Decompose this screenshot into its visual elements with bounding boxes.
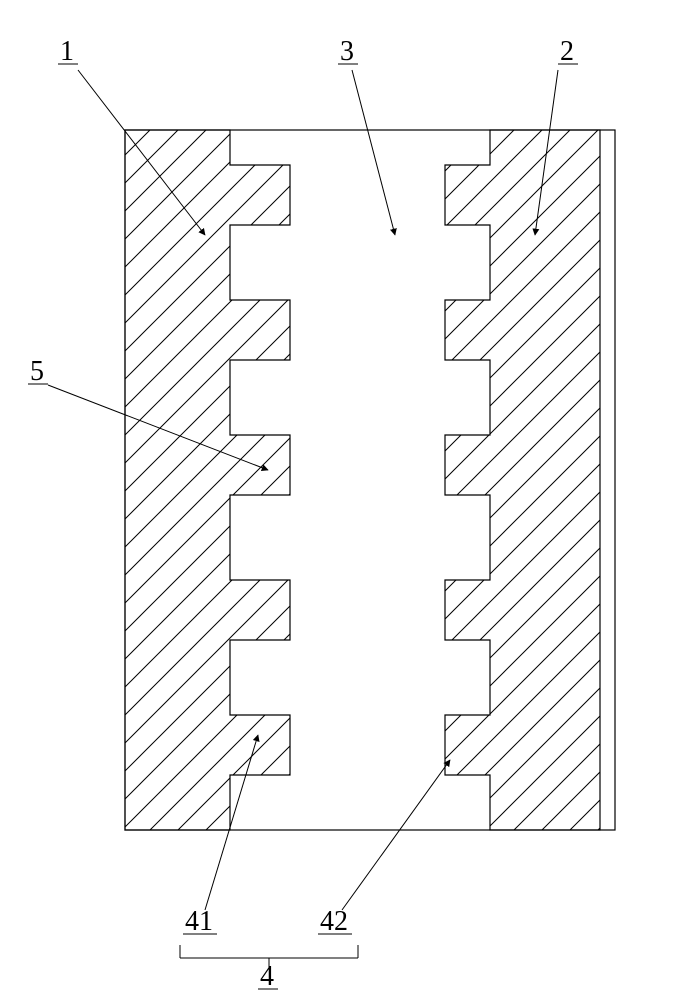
- label-l41: 41: [185, 906, 213, 937]
- right-hatched-region: [445, 130, 600, 830]
- label-l5: 5: [30, 356, 44, 387]
- label-l1: 1: [60, 36, 74, 67]
- leader-l3: [352, 70, 395, 235]
- label-l42: 42: [320, 906, 348, 937]
- label-l3: 3: [340, 36, 354, 67]
- cross-section-diagram: 1 3 2 5 41 42 4: [0, 0, 689, 1000]
- left-hatched-region: [125, 130, 290, 830]
- bracket-4: [180, 945, 358, 968]
- label-l4: 4: [260, 961, 274, 992]
- label-l2: 2: [560, 36, 574, 67]
- leader-l42: [342, 760, 450, 910]
